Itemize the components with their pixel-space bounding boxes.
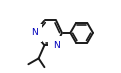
Text: N: N (53, 41, 60, 50)
Text: N: N (31, 28, 38, 37)
